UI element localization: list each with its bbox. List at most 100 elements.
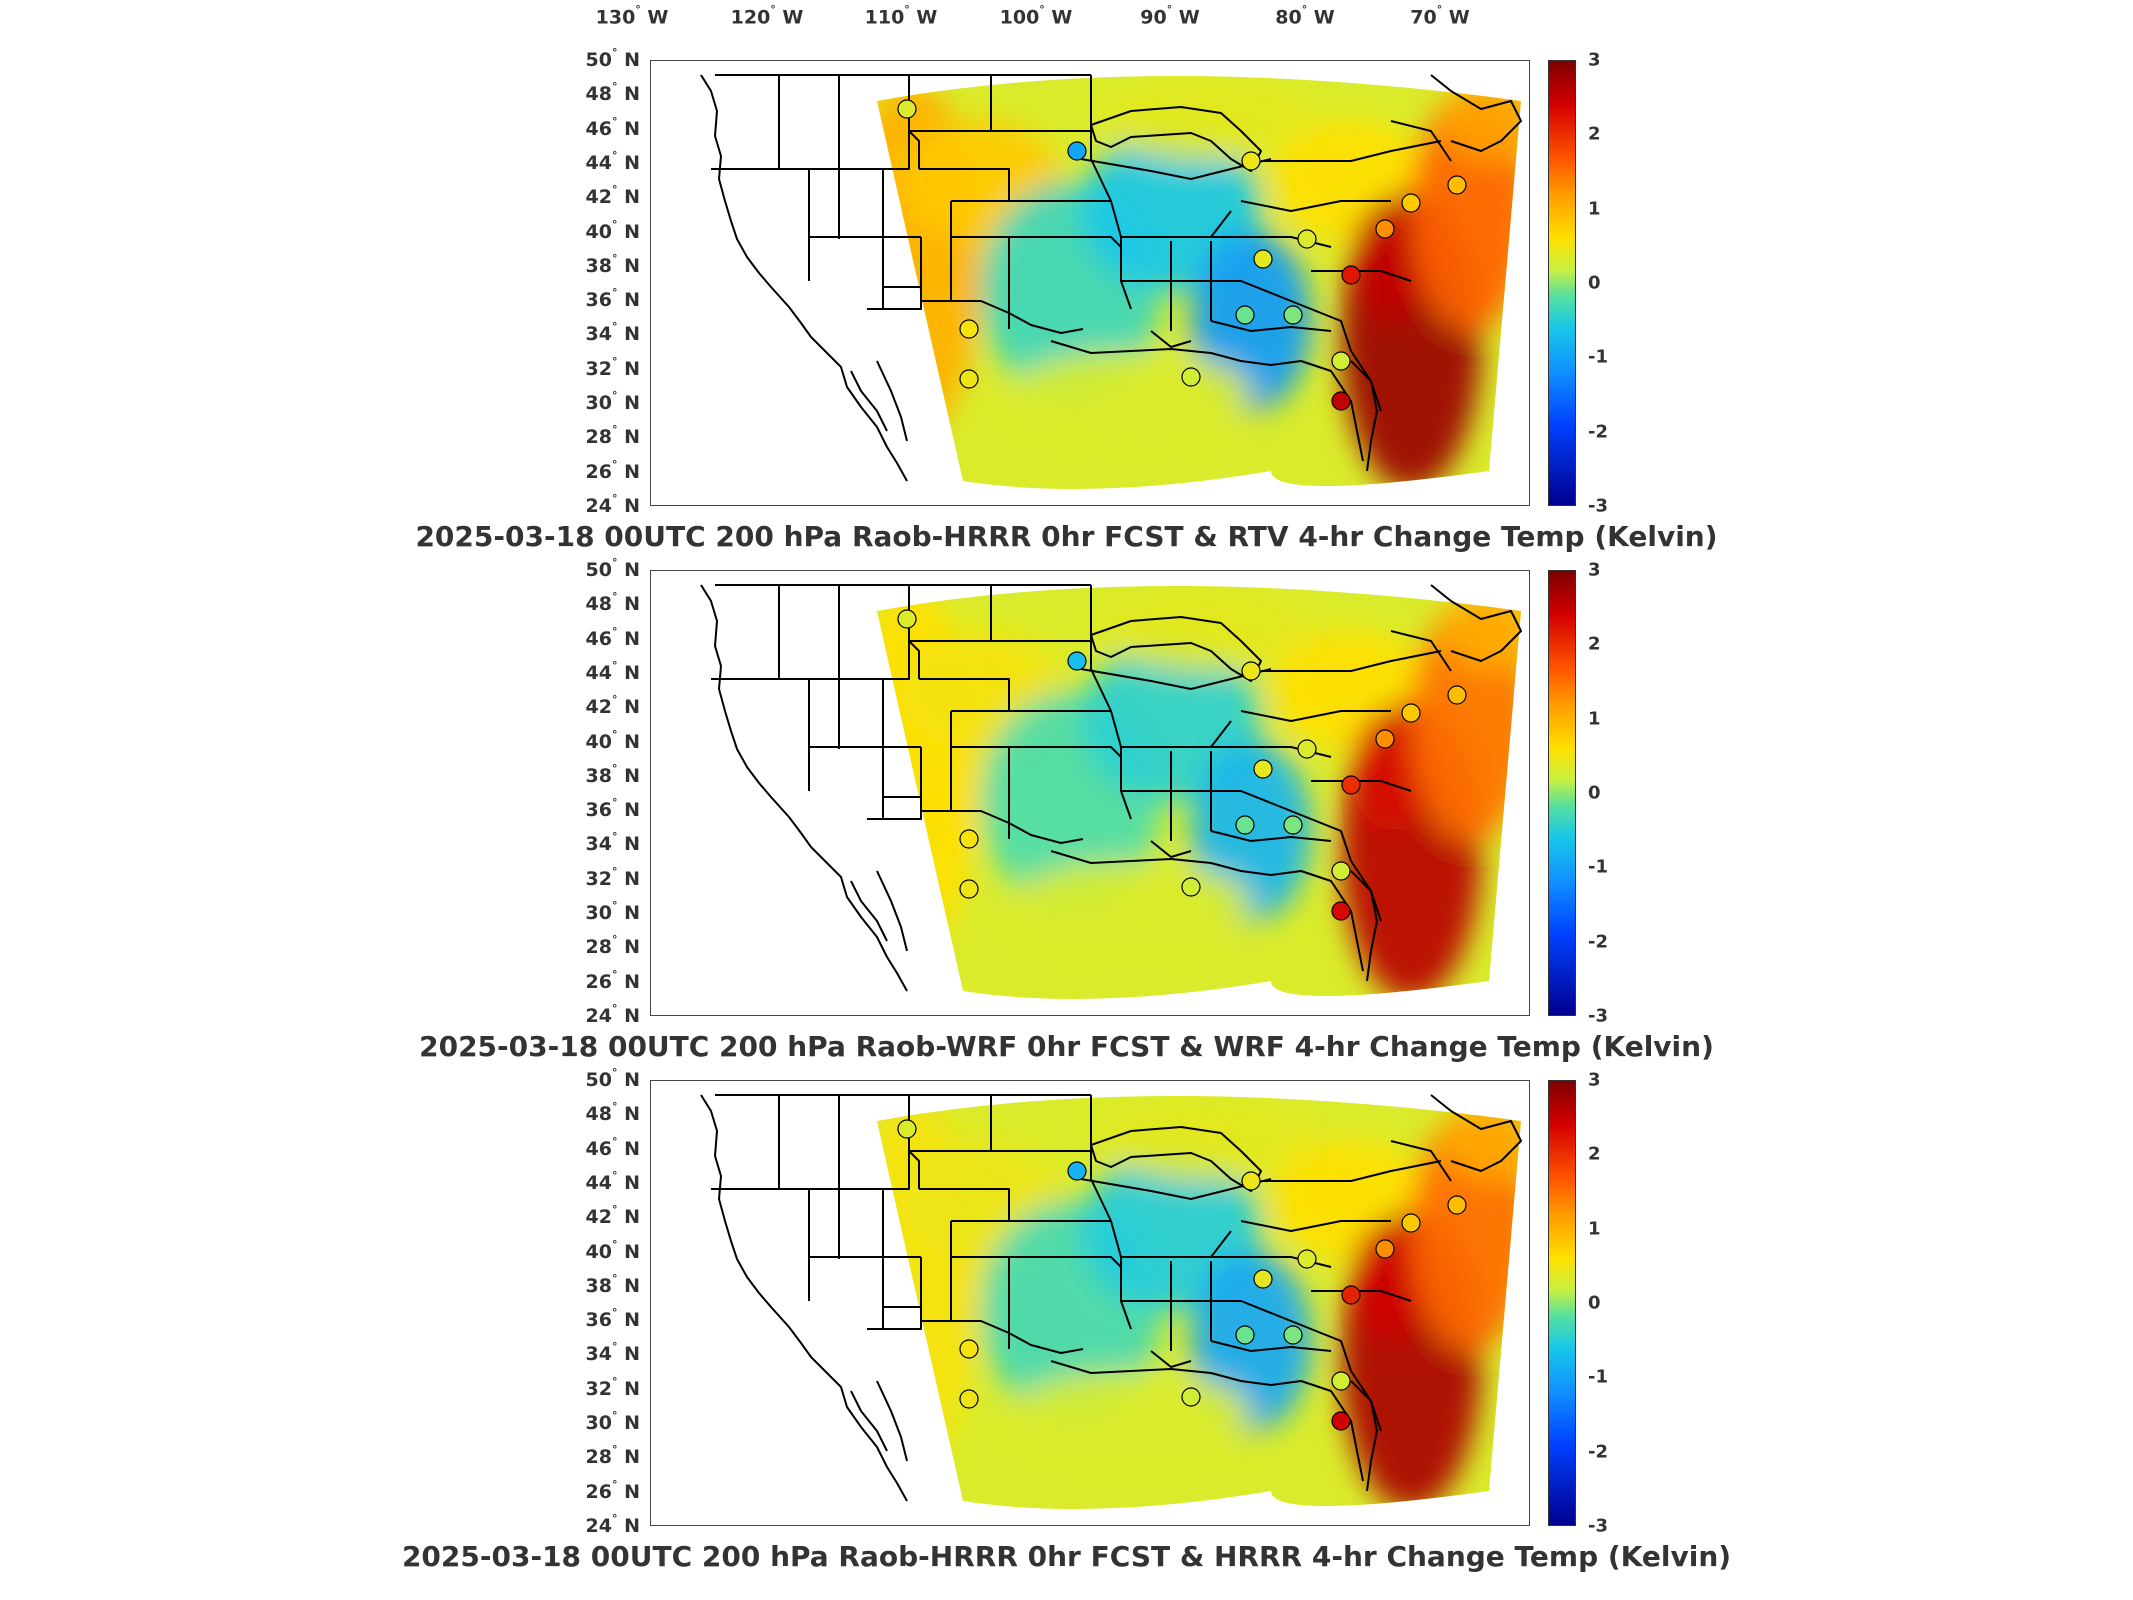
raob-station-marker	[1235, 305, 1255, 325]
raob-station-marker	[1297, 1249, 1317, 1269]
latitude-label: 48° N	[585, 590, 640, 616]
raob-station-marker	[959, 829, 979, 849]
raob-station-marker	[1235, 1325, 1255, 1345]
latitude-label: 38° N	[585, 1271, 640, 1298]
raob-station-marker	[1447, 175, 1467, 195]
raob-station-marker	[1375, 219, 1395, 239]
colorbar-tick-label: 1	[1588, 1218, 1601, 1240]
raob-station-marker	[1331, 901, 1351, 921]
colorbar-tick-label: -2	[1588, 931, 1608, 953]
latitude-label: 32° N	[585, 354, 640, 380]
map-panel-3: 50° N 48° N 46° N 44° N 42° N 40° N 38° N 36° N…	[0, 1066, 2133, 1584]
colorbar-tick-label: -1	[1588, 1366, 1608, 1388]
raob-station-marker	[1341, 1285, 1361, 1305]
raob-station-marker	[1331, 1411, 1351, 1431]
colorbar-tick-label: 0	[1588, 272, 1601, 294]
colorbar-tick-label: 2	[1588, 633, 1601, 655]
latitude-label: 30° N	[585, 898, 640, 925]
colorbar-tick-label: -3	[1588, 495, 1608, 517]
latitude-label: 46° N	[585, 114, 640, 140]
latitude-label: 32° N	[585, 864, 640, 890]
latitude-label: 46° N	[585, 624, 640, 650]
colorbar-tick-label: -1	[1588, 346, 1608, 368]
panel-title: 2025-03-18 00UTC 200 hPa Raob-WRF 0hr FC…	[419, 1030, 1714, 1063]
raob-station-marker	[1253, 249, 1273, 269]
latitude-label: 40° N	[585, 1237, 640, 1263]
temperature-field	[877, 586, 1521, 999]
raob-station-marker	[959, 319, 979, 339]
latitude-label: 32° N	[585, 1374, 640, 1400]
colorbar	[1548, 570, 1576, 1016]
raob-station-marker	[1235, 815, 1255, 835]
colorbar-ticks: 3 2 1 0 -1 -2 -3	[1582, 50, 1622, 517]
raob-station-marker	[959, 879, 979, 899]
latitude-label: 48° N	[585, 80, 640, 106]
latitude-label: 34° N	[585, 830, 640, 856]
raob-station-marker	[897, 99, 917, 119]
raob-station-marker	[1341, 775, 1361, 795]
latitude-label: 30° N	[585, 1408, 640, 1435]
raob-station-marker	[1401, 703, 1421, 723]
raob-station-marker	[1401, 193, 1421, 213]
colorbar-tick-label: -3	[1588, 1005, 1608, 1027]
raob-station-marker	[1447, 1195, 1467, 1215]
raob-station-marker	[1253, 759, 1273, 779]
raob-station-marker	[1067, 1161, 1087, 1181]
longitude-label: 110° W	[864, 3, 938, 29]
latitude-label: 24° N	[585, 1001, 640, 1028]
raob-station-marker	[1401, 1213, 1421, 1233]
longitude-label: 80° W	[1275, 3, 1335, 29]
latitude-label: 26° N	[585, 457, 640, 483]
raob-station-marker	[1241, 1171, 1261, 1191]
raob-station-marker	[959, 1389, 979, 1409]
temperature-field	[877, 76, 1521, 489]
colorbar-tick-label: 0	[1588, 1292, 1601, 1314]
raob-station-marker	[1283, 815, 1303, 835]
latitude-label: 34° N	[585, 320, 640, 346]
latitude-label: 40° N	[585, 217, 640, 243]
latitude-label: 42° N	[585, 693, 640, 719]
colorbar-tick-label: -3	[1588, 1515, 1608, 1537]
colorbar-tick-label: 1	[1588, 198, 1601, 220]
raob-station-marker	[897, 1119, 917, 1139]
raob-station-marker	[1181, 877, 1201, 897]
temperature-map	[650, 570, 1530, 1016]
latitude-label: 50° N	[585, 45, 640, 72]
colorbar-tick-label: 1	[1588, 708, 1601, 730]
raob-station-marker	[1283, 305, 1303, 325]
panel-title: 2025-03-18 00UTC 200 hPa Raob-HRRR 0hr F…	[415, 520, 1718, 553]
latitude-label: 38° N	[585, 251, 640, 278]
colorbar-ticks: 3 2 1 0 -1 -2 -3	[1582, 1070, 1622, 1537]
map-panel-2: 50° N 48° N 46° N 44° N 42° N 40° N 38° N 36° N…	[0, 556, 2133, 1074]
longitude-label: 100° W	[999, 3, 1073, 29]
raob-station-marker	[1331, 1371, 1351, 1391]
raob-station-marker	[1297, 229, 1317, 249]
raob-station-marker	[959, 1339, 979, 1359]
latitude-label: 44° N	[585, 1168, 640, 1195]
raob-station-marker	[1241, 151, 1261, 171]
raob-station-marker	[1375, 1239, 1395, 1259]
colorbar-tick-label: 3	[1588, 559, 1601, 581]
latitude-label: 36° N	[585, 795, 640, 822]
latitude-label: 24° N	[585, 491, 640, 518]
longitude-label: 70° W	[1410, 3, 1470, 29]
latitude-label: 26° N	[585, 967, 640, 993]
longitude-label: 130° W	[595, 3, 669, 29]
raob-station-marker	[1331, 861, 1351, 881]
colorbar-tick-label: 2	[1588, 1143, 1601, 1165]
latitude-label: 36° N	[585, 285, 640, 312]
latitude-label: 38° N	[585, 761, 640, 788]
latitude-label: 46° N	[585, 1134, 640, 1160]
latitude-axis: 50° N 48° N 46° N 44° N 42° N 40° N 38° N 36° N…	[560, 46, 640, 518]
latitude-label: 40° N	[585, 727, 640, 753]
raob-station-marker	[1341, 265, 1361, 285]
raob-station-marker	[1181, 1387, 1201, 1407]
raob-station-marker	[1067, 651, 1087, 671]
raob-station-marker	[1375, 729, 1395, 749]
colorbar-tick-label: 0	[1588, 782, 1601, 804]
latitude-label: 34° N	[585, 1340, 640, 1366]
raob-station-marker	[1447, 685, 1467, 705]
latitude-label: 42° N	[585, 183, 640, 209]
temperature-map	[650, 1080, 1530, 1526]
longitude-label: 120° W	[730, 3, 804, 29]
